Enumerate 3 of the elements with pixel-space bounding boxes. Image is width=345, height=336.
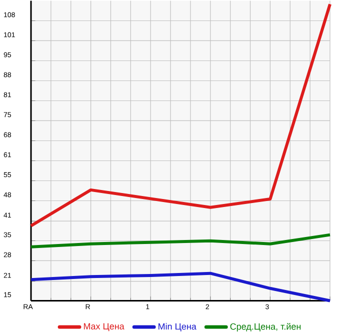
legend-label: Min Цена <box>158 323 196 332</box>
legend-label: Max Цена <box>84 323 124 332</box>
legend-label: Сред.Цена, т.йен <box>230 323 301 332</box>
